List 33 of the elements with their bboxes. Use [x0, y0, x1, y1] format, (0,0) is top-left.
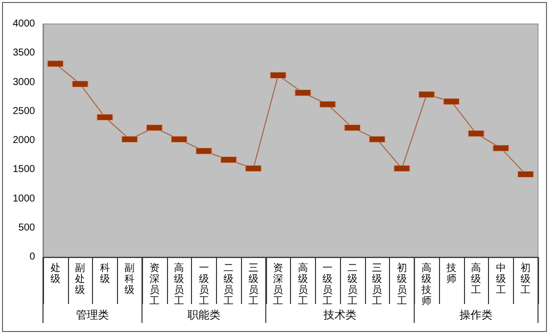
x-tick-label: 技师 — [445, 262, 456, 285]
x-tick-label: 二级员工 — [347, 263, 358, 307]
text: 技术类 — [322, 308, 356, 322]
y-tick-label: 0 — [29, 252, 36, 262]
x-tick-label: 资深员工 — [273, 262, 284, 307]
y-tick-label: 4000 — [12, 18, 36, 30]
x-tick-label: 高级员工 — [298, 262, 308, 307]
x-tick-label: 高级员工 — [174, 262, 184, 307]
x-tick-label: 副科级 — [124, 263, 135, 296]
y-tick-label: 3500 — [12, 48, 36, 59]
x-tick-label: 一级员工 — [198, 263, 209, 307]
x-tick-label: 中级工 — [496, 262, 506, 296]
x-tick-label: 资深员工 — [149, 262, 160, 307]
x-tick-label: 一级员工 — [322, 263, 333, 307]
y-tick-label: 2000 — [12, 135, 36, 146]
x-tick-label: 三级员工 — [248, 263, 258, 307]
x-tick-label: 初级员工 — [396, 262, 407, 307]
x-tick-label: 高级工 — [471, 262, 482, 296]
x-tick-label: 三级员工 — [372, 263, 382, 307]
x-tick-label: 二级员工 — [224, 263, 234, 307]
y-tick-label: 1000 — [12, 193, 36, 204]
text: 操作类 — [460, 308, 493, 322]
y-tick-label: 500 — [18, 222, 36, 234]
y-tick-label: 1500 — [12, 164, 36, 176]
y-tick-label: 2500 — [12, 106, 36, 117]
y-tick-label: 3000 — [12, 76, 36, 88]
text: 职能类 — [187, 308, 220, 322]
x-tick-label: 初级工 — [520, 262, 531, 296]
x-tick-label: 科级 — [100, 262, 110, 285]
x-tick-label: 高级技师 — [420, 262, 432, 307]
text: 管理类 — [76, 308, 109, 322]
x-tick-label: 处级 — [50, 262, 60, 285]
x-tick-label: 副处级 — [75, 263, 86, 296]
